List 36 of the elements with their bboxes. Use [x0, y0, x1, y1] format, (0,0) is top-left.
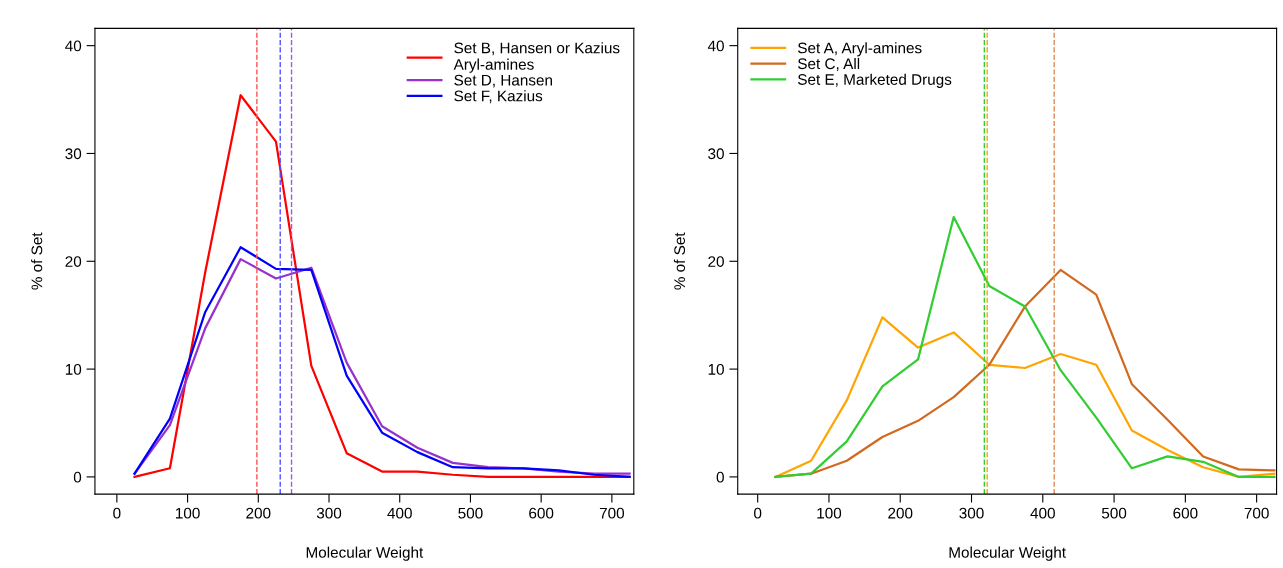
x-tick-label: 200 — [246, 507, 271, 519]
x-tick-label: 700 — [1244, 507, 1269, 519]
y-tick-label: 0 — [716, 471, 724, 483]
y-tick-label: 20 — [708, 256, 724, 267]
legend-label: Set B, Hansen or Kazius Aryl-amines — [453, 42, 620, 73]
y-tick-label: 20 — [65, 256, 82, 267]
y-tick-label: 40 — [65, 40, 82, 52]
x-tick-label: 700 — [599, 507, 625, 519]
x-tick-label: 600 — [529, 507, 554, 519]
y-tick-label: 40 — [707, 40, 724, 52]
x-tick-label: 100 — [176, 507, 200, 519]
y-axis-title: % of Set — [673, 232, 686, 290]
legend-label: Set A, Aryl-amines — [798, 42, 922, 57]
legend-label: Set D, Hansen — [454, 74, 552, 88]
x-axis-title: Molecular Weight — [949, 546, 1066, 561]
y-tick-label: 10 — [708, 363, 724, 375]
y-tick-label: 0 — [73, 471, 82, 483]
x-tick-label: 300 — [959, 507, 984, 519]
x-tick-label: 300 — [316, 507, 342, 519]
x-tick-label: 600 — [1173, 507, 1198, 519]
legend-label: Set E, Marketed Drugs — [798, 73, 952, 88]
x-tick-label: 400 — [387, 507, 412, 519]
x-tick-label: 500 — [458, 507, 483, 519]
y-axis-title: % of Set — [31, 232, 43, 290]
x-tick-label: 0 — [754, 507, 762, 519]
x-axis-title: Molecular Weight — [306, 546, 424, 561]
x-tick-label: 0 — [113, 507, 121, 519]
x-tick-label: 500 — [1101, 507, 1127, 519]
legend-label: Set C, All — [798, 57, 860, 71]
legend-label: Set F, Kazius — [454, 90, 543, 104]
x-tick-label: 400 — [1030, 507, 1055, 519]
x-tick-label: 200 — [888, 507, 913, 519]
y-tick-label: 30 — [708, 148, 724, 160]
x-tick-label: 100 — [817, 507, 842, 519]
y-tick-label: 10 — [65, 363, 82, 375]
y-tick-label: 30 — [65, 148, 82, 160]
